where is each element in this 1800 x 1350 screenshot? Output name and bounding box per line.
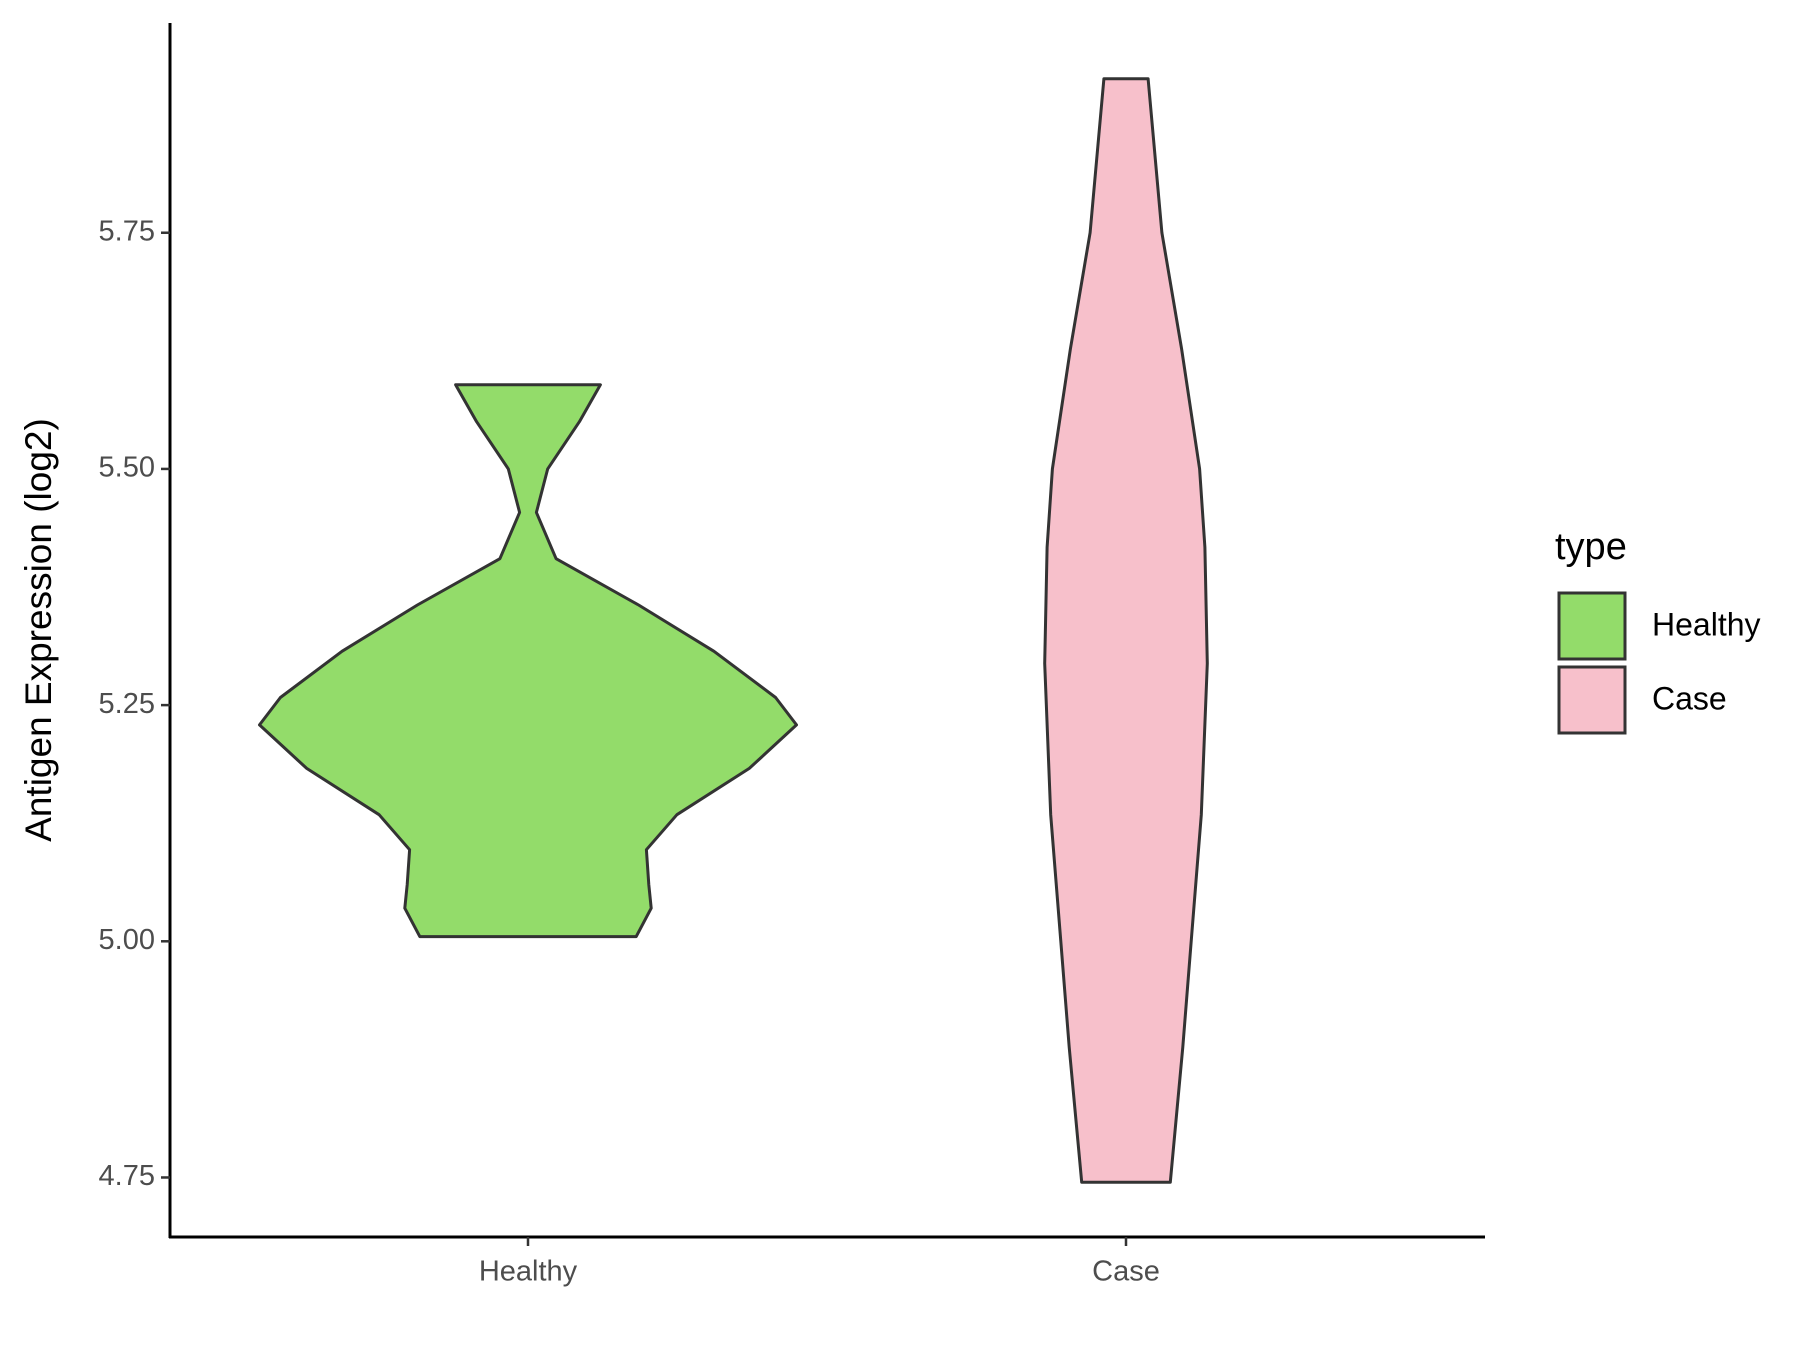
x-tick-label: Case [1092,1256,1160,1288]
y-tick-label: 5.25 [99,688,155,720]
x-tick-label: Healthy [479,1256,578,1288]
y-tick-label: 5.00 [99,924,155,956]
legend-title: type [1555,526,1627,568]
legend-key [1557,665,1627,735]
violin [1043,77,1209,1184]
violin [258,383,798,939]
y-tick-label: 4.75 [99,1160,155,1192]
legend-label: Case [1652,680,1727,716]
y-tick-label: 5.50 [99,452,155,484]
y-axis-title: Antigen Expression (log2) [18,418,59,842]
legend-label: Healthy [1652,606,1761,642]
legend-key [1557,591,1627,661]
y-tick-label: 5.75 [99,215,155,247]
